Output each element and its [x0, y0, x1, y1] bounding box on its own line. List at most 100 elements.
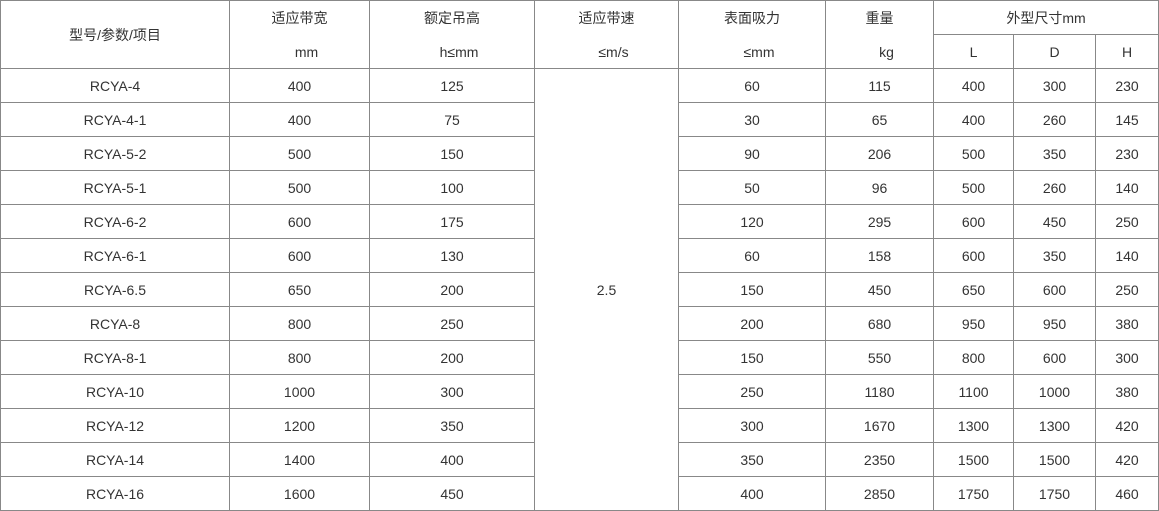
- header-width: 适应带宽 mm: [229, 0, 370, 69]
- cell-lift-height: 100: [369, 170, 535, 205]
- table-row: RCYA-14 1400 400 350 2350 1500 1500 420: [0, 442, 1159, 477]
- cell-dim-l: 600: [933, 238, 1014, 273]
- cell-weight: 2350: [825, 442, 934, 477]
- cell-width: 400: [229, 102, 370, 137]
- cell-lift-height: 175: [369, 204, 535, 239]
- cell-model: RCYA-6-1: [0, 238, 230, 273]
- cell-dim-l: 1300: [933, 408, 1014, 443]
- cell-width: 1200: [229, 408, 370, 443]
- cell-dim-d: 1500: [1013, 442, 1096, 477]
- cell-model: RCYA-10: [0, 374, 230, 409]
- cell-suction: 90: [678, 136, 826, 171]
- cell-width: 800: [229, 306, 370, 341]
- cell-dim-h: 145: [1094, 102, 1159, 137]
- cell-dim-h: 300: [1094, 340, 1159, 375]
- cell-dim-l: 500: [933, 136, 1014, 171]
- cell-weight: 96: [825, 170, 934, 205]
- cell-model: RCYA-16: [0, 476, 230, 511]
- cell-dim-h: 460: [1094, 476, 1159, 511]
- cell-suction: 150: [678, 272, 826, 307]
- table-row: RCYA-5-1 500 100 50 96 500 260 140: [0, 170, 1159, 205]
- cell-width: 650: [229, 272, 370, 307]
- cell-model: RCYA-8-1: [0, 340, 230, 375]
- cell-dim-d: 450: [1013, 204, 1096, 239]
- cell-dim-h: 420: [1094, 408, 1159, 443]
- cell-dim-l: 1100: [933, 374, 1014, 409]
- cell-lift-height: 250: [369, 306, 535, 341]
- cell-dim-d: 1000: [1013, 374, 1096, 409]
- cell-suction: 30: [678, 102, 826, 137]
- header-unit: ≤mm: [743, 43, 775, 60]
- cell-weight: 450: [825, 272, 934, 307]
- cell-model: RCYA-4-1: [0, 102, 230, 137]
- cell-dim-l: 950: [933, 306, 1014, 341]
- cell-dim-d: 260: [1013, 102, 1096, 137]
- cell-suction: 350: [678, 442, 826, 477]
- header-dim-h: H: [1094, 34, 1159, 69]
- cell-lift-height: 200: [369, 272, 535, 307]
- cell-dim-h: 250: [1094, 204, 1159, 239]
- cell-lift-height: 150: [369, 136, 535, 171]
- cell-weight: 1180: [825, 374, 934, 409]
- cell-dim-l: 1750: [933, 476, 1014, 511]
- cell-dim-h: 380: [1094, 306, 1159, 341]
- cell-dim-l: 1500: [933, 442, 1014, 477]
- cell-weight: 65: [825, 102, 934, 137]
- cell-speed: 2.5: [534, 68, 679, 511]
- header-unit: h≤mm: [439, 43, 479, 60]
- cell-dim-l: 800: [933, 340, 1014, 375]
- cell-dim-d: 1300: [1013, 408, 1096, 443]
- cell-dim-h: 380: [1094, 374, 1159, 409]
- table-row: RCYA-8 800 250 200 680 950 950 380: [0, 306, 1159, 341]
- cell-model: RCYA-14: [0, 442, 230, 477]
- cell-dim-d: 1750: [1013, 476, 1096, 511]
- cell-width: 500: [229, 170, 370, 205]
- cell-model: RCYA-8: [0, 306, 230, 341]
- cell-weight: 550: [825, 340, 934, 375]
- cell-dim-d: 350: [1013, 136, 1096, 171]
- cell-dim-d: 350: [1013, 238, 1096, 273]
- cell-dim-h: 230: [1094, 68, 1159, 103]
- cell-width: 400: [229, 68, 370, 103]
- header-suction: 表面吸力 ≤mm: [678, 0, 826, 69]
- table-row: RCYA-12 1200 350 300 1670 1300 1300 420: [0, 408, 1159, 443]
- header-weight: 重量 kg: [825, 0, 934, 69]
- cell-dim-h: 420: [1094, 442, 1159, 477]
- cell-weight: 680: [825, 306, 934, 341]
- header-label: 表面吸力: [724, 9, 780, 26]
- cell-dim-h: 250: [1094, 272, 1159, 307]
- cell-lift-height: 450: [369, 476, 535, 511]
- header-label: 适应带速: [578, 9, 635, 26]
- cell-model: RCYA-6-2: [0, 204, 230, 239]
- cell-dim-l: 400: [933, 102, 1014, 137]
- header-dim-l: L: [933, 34, 1014, 69]
- table-row: RCYA-10 1000 300 250 1180 1100 1000 380: [0, 374, 1159, 409]
- table-row: RCYA-6.5 650 200 150 450 650 600 250: [0, 272, 1159, 307]
- header-dimensions: 外型尺寸mm: [932, 0, 1159, 35]
- header-label: 额定吊高: [424, 9, 480, 26]
- cell-lift-height: 200: [369, 340, 535, 375]
- cell-weight: 115: [825, 68, 934, 103]
- cell-suction: 120: [678, 204, 826, 239]
- cell-lift-height: 125: [369, 68, 535, 103]
- cell-weight: 1670: [825, 408, 934, 443]
- cell-suction: 50: [678, 170, 826, 205]
- cell-dim-l: 400: [933, 68, 1014, 103]
- cell-dim-l: 600: [933, 204, 1014, 239]
- cell-dim-d: 600: [1013, 340, 1096, 375]
- cell-dim-h: 140: [1094, 238, 1159, 273]
- cell-dim-d: 260: [1013, 170, 1096, 205]
- cell-model: RCYA-5-1: [0, 170, 230, 205]
- cell-suction: 400: [678, 476, 826, 511]
- cell-weight: 2850: [825, 476, 934, 511]
- cell-suction: 60: [678, 238, 826, 273]
- cell-suction: 150: [678, 340, 826, 375]
- table-row: RCYA-4 400 125 2.5 60 115 400 300 230: [0, 68, 1159, 511]
- cell-lift-height: 130: [369, 238, 535, 273]
- header-unit: ≤m/s: [598, 43, 629, 60]
- cell-weight: 206: [825, 136, 934, 171]
- table-row: RCYA-4-1 400 75 30 65 400 260 145: [0, 102, 1159, 137]
- table-row: RCYA-16 1600 450 400 2850 1750 1750 460: [0, 476, 1159, 511]
- cell-model: RCYA-5-2: [0, 136, 230, 171]
